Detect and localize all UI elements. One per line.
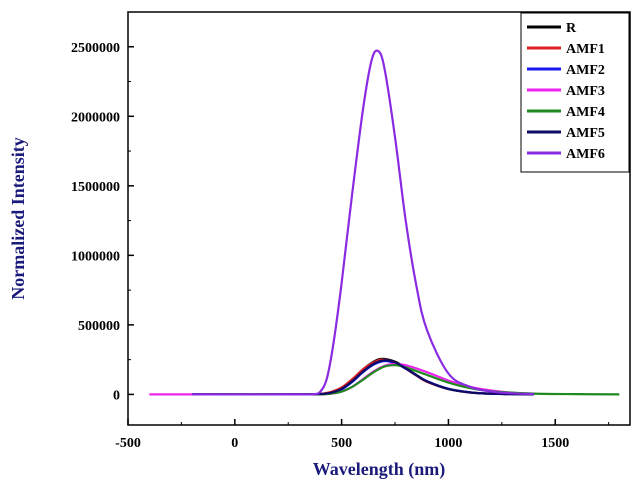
y-tick-label: 2000000 xyxy=(71,110,120,125)
series-line-amf6 xyxy=(192,49,534,396)
x-tick-label: -500 xyxy=(115,436,141,451)
series-lines xyxy=(149,49,620,396)
legend-label: AMF3 xyxy=(566,84,605,99)
legend-label: AMF1 xyxy=(566,42,605,57)
x-tick-label: 1000 xyxy=(434,436,462,451)
y-tick-label: 1000000 xyxy=(71,249,120,264)
y-tick-label: 1500000 xyxy=(71,180,120,195)
legend-label: R xyxy=(566,21,577,36)
x-axis: -500 0 500 1000 1500 xyxy=(115,419,610,451)
legend-box xyxy=(520,12,630,173)
y-axis-title: Normalized Intensity xyxy=(8,137,28,299)
legend-label: AMF6 xyxy=(566,147,605,162)
plot-frame xyxy=(127,11,631,426)
y-axis: 0 500000 1000000 1500000 2000000 2500000 xyxy=(71,41,134,403)
y-tick-label: 0 xyxy=(113,388,120,403)
x-tick-label: 0 xyxy=(231,436,238,451)
y-tick-label: 2500000 xyxy=(71,41,120,56)
x-tick-label: 1500 xyxy=(541,436,569,451)
legend-label: AMF2 xyxy=(566,63,605,78)
x-axis-title: Wavelength (nm) xyxy=(313,459,446,480)
plot-area xyxy=(127,11,631,426)
legend: R AMF1 AMF2 AMF3 AMF4 AMF5 AMF6 xyxy=(520,12,630,173)
series-line-amf5 xyxy=(192,359,534,396)
legend-label: AMF5 xyxy=(566,126,605,141)
legend-label: AMF4 xyxy=(566,105,605,120)
x-tick-label: 500 xyxy=(331,436,352,451)
y-tick-label: 500000 xyxy=(78,319,120,334)
